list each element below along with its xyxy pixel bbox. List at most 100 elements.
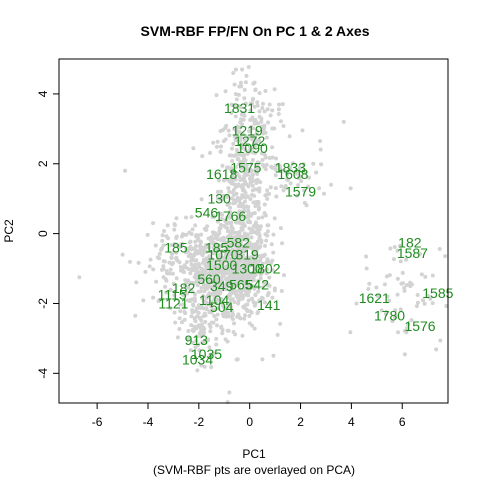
pca-point xyxy=(182,317,187,322)
pca-point xyxy=(242,275,247,280)
pca-point xyxy=(231,182,236,187)
pca-point xyxy=(238,279,243,284)
pca-point xyxy=(391,257,396,262)
point-label: 1833 xyxy=(275,159,306,175)
pca-point xyxy=(232,193,237,198)
pca-point xyxy=(233,114,238,119)
pca-point xyxy=(193,298,198,303)
pca-point xyxy=(278,226,283,231)
pca-point xyxy=(227,179,232,184)
pca-point xyxy=(179,242,184,247)
x-tick-label: -2 xyxy=(194,415,205,429)
pca-point xyxy=(222,268,227,273)
pca-point xyxy=(236,104,241,109)
pca-point xyxy=(243,237,248,242)
pca-point xyxy=(232,82,237,87)
y-tick-label: 2 xyxy=(36,160,50,167)
pca-point xyxy=(223,89,228,94)
pca-point xyxy=(251,145,256,150)
pca-point xyxy=(229,167,234,172)
pca-point xyxy=(233,67,238,72)
pca-point xyxy=(224,248,229,253)
pca-point xyxy=(257,186,262,191)
x-axis-subtitle: (SVM-RBF pts are overlayed on PCA) xyxy=(153,463,355,477)
pca-point xyxy=(257,236,262,241)
pca-point xyxy=(209,310,214,315)
pca-point xyxy=(257,245,262,250)
pca-point xyxy=(202,226,207,231)
pca-point xyxy=(265,267,270,272)
point-label: 1500 xyxy=(206,257,237,273)
pca-point xyxy=(229,196,234,201)
pca-point xyxy=(216,178,221,183)
pca-point xyxy=(248,273,253,278)
pca-point xyxy=(247,176,252,181)
pca-point xyxy=(203,320,208,325)
pca-point xyxy=(198,305,203,310)
pca-point xyxy=(178,302,183,307)
pca-point xyxy=(249,101,254,106)
pca-point xyxy=(189,288,194,293)
pca-point xyxy=(186,328,191,333)
pca-point xyxy=(244,73,249,78)
pca-point xyxy=(246,268,251,273)
pca-point xyxy=(242,188,247,193)
pca-point xyxy=(206,276,211,281)
point-label: 1608 xyxy=(277,166,308,182)
x-tick-label: 4 xyxy=(348,415,355,429)
pca-point xyxy=(215,219,220,224)
pca-point xyxy=(238,238,243,243)
point-label: 349 xyxy=(210,278,234,294)
point-label: 1621 xyxy=(359,290,390,306)
pca-point xyxy=(230,310,235,315)
pca-point xyxy=(348,186,353,191)
pca-point xyxy=(444,303,449,308)
pca-point xyxy=(169,255,174,260)
pca-point xyxy=(263,167,268,172)
pca-point xyxy=(262,252,267,257)
pca-point xyxy=(236,298,241,303)
pca-point xyxy=(233,177,238,182)
pca-point xyxy=(236,216,241,221)
pca-point xyxy=(404,326,409,331)
pca-point xyxy=(242,96,247,101)
pca-point xyxy=(274,156,279,161)
point-label: 182 xyxy=(398,234,422,250)
pca-point xyxy=(364,254,369,259)
pca-point xyxy=(244,256,249,261)
pca-point xyxy=(294,171,299,176)
pca-point xyxy=(402,288,407,293)
pca-point xyxy=(243,142,248,147)
pca-point xyxy=(260,157,265,162)
pca-point xyxy=(244,281,249,286)
pca-point xyxy=(180,232,185,237)
pca-point xyxy=(161,264,166,269)
pca-point xyxy=(390,319,395,324)
pca-point xyxy=(195,283,200,288)
pca-point xyxy=(206,259,211,264)
pca-point xyxy=(199,232,204,237)
point-label: 1579 xyxy=(285,184,316,200)
pca-point xyxy=(206,337,211,342)
pca-point xyxy=(227,133,232,138)
pca-point xyxy=(277,102,282,107)
pca-point xyxy=(263,243,268,248)
point-label: 185 xyxy=(205,240,229,256)
pca-point xyxy=(192,263,197,268)
pca-point xyxy=(236,312,241,317)
pca-point xyxy=(217,252,222,257)
pca-point xyxy=(214,300,219,305)
pca-point xyxy=(257,298,262,303)
pca-point xyxy=(197,249,202,254)
pca-point xyxy=(192,324,197,329)
pca-point xyxy=(196,323,201,328)
pca-point xyxy=(252,193,257,198)
y-tick-label: -2 xyxy=(36,298,50,309)
pca-point xyxy=(211,140,216,145)
pca-point xyxy=(215,312,220,317)
pca-point xyxy=(243,313,248,318)
pca-point xyxy=(248,197,253,202)
pca-point xyxy=(281,123,286,128)
point-label: 1034 xyxy=(182,351,213,367)
